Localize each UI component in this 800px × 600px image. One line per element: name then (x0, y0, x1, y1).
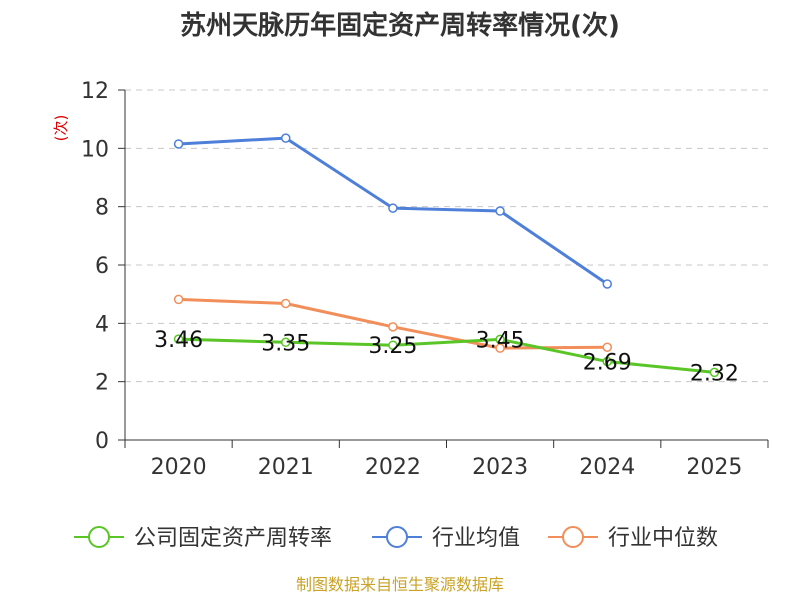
y-tick-label: 6 (95, 254, 109, 279)
data-point (602, 279, 612, 289)
data-labels: 3.46 3.35 3.25 3.45 2.69 2.32 (154, 328, 739, 386)
data-point (495, 334, 505, 345)
x-tick-label: 2021 (258, 455, 314, 480)
y-tick-label: 8 (95, 196, 109, 221)
data-point (173, 334, 184, 344)
chart-title: 苏州天脉历年固定资产周转率情况(次) (180, 10, 620, 41)
data-point (388, 340, 398, 350)
legend: 公司固定资产周转率 行业均值 行业中位数 (74, 526, 718, 551)
y-axis-unit: (次) (52, 115, 70, 142)
x-tick-label: 2023 (472, 455, 528, 480)
data-label: 2.32 (690, 361, 739, 386)
data-point (709, 367, 720, 378)
data-label: 3.25 (368, 334, 417, 359)
data-point (173, 294, 184, 305)
axes (118, 89, 769, 448)
y-tick-label: 10 (81, 137, 109, 162)
data-label: 3.45 (476, 328, 525, 353)
grid-lines (125, 89, 768, 383)
y-tick-label: 4 (95, 312, 109, 337)
data-point (281, 133, 291, 143)
data-point (281, 298, 291, 309)
x-tick-labels: 2020 2021 2022 2023 2024 2025 (151, 455, 743, 480)
y-tick-label: 2 (95, 371, 109, 396)
x-tick-label: 2025 (686, 455, 742, 480)
data-point (602, 342, 612, 352)
data-label: 2.69 (583, 351, 632, 376)
data-label: 3.35 (261, 331, 310, 356)
data-point (173, 139, 184, 149)
data-point (602, 356, 612, 367)
series-lines (173, 133, 720, 378)
data-point (388, 322, 398, 332)
legend-marker (562, 526, 584, 548)
x-tick-label: 2022 (365, 455, 421, 480)
data-point (495, 206, 505, 216)
y-tick-labels: 0 2 4 6 8 10 12 (81, 79, 109, 454)
x-tick-label: 2024 (579, 455, 635, 480)
data-label: 3.46 (154, 328, 203, 353)
y-tick-label: 0 (95, 429, 109, 454)
y-tick-label: 12 (81, 79, 109, 104)
legend-label: 行业中位数 (608, 526, 718, 551)
data-point (388, 203, 398, 213)
legend-marker (386, 526, 408, 548)
x-tick-label: 2020 (151, 455, 207, 480)
data-point (281, 337, 291, 348)
legend-marker (88, 526, 110, 548)
source-note: 制图数据来自恒生聚源数据库 (296, 575, 504, 594)
series-line-0 (178, 337, 715, 374)
legend-label: 公司固定资产周转率 (134, 526, 332, 551)
legend-label: 行业均值 (432, 526, 520, 551)
